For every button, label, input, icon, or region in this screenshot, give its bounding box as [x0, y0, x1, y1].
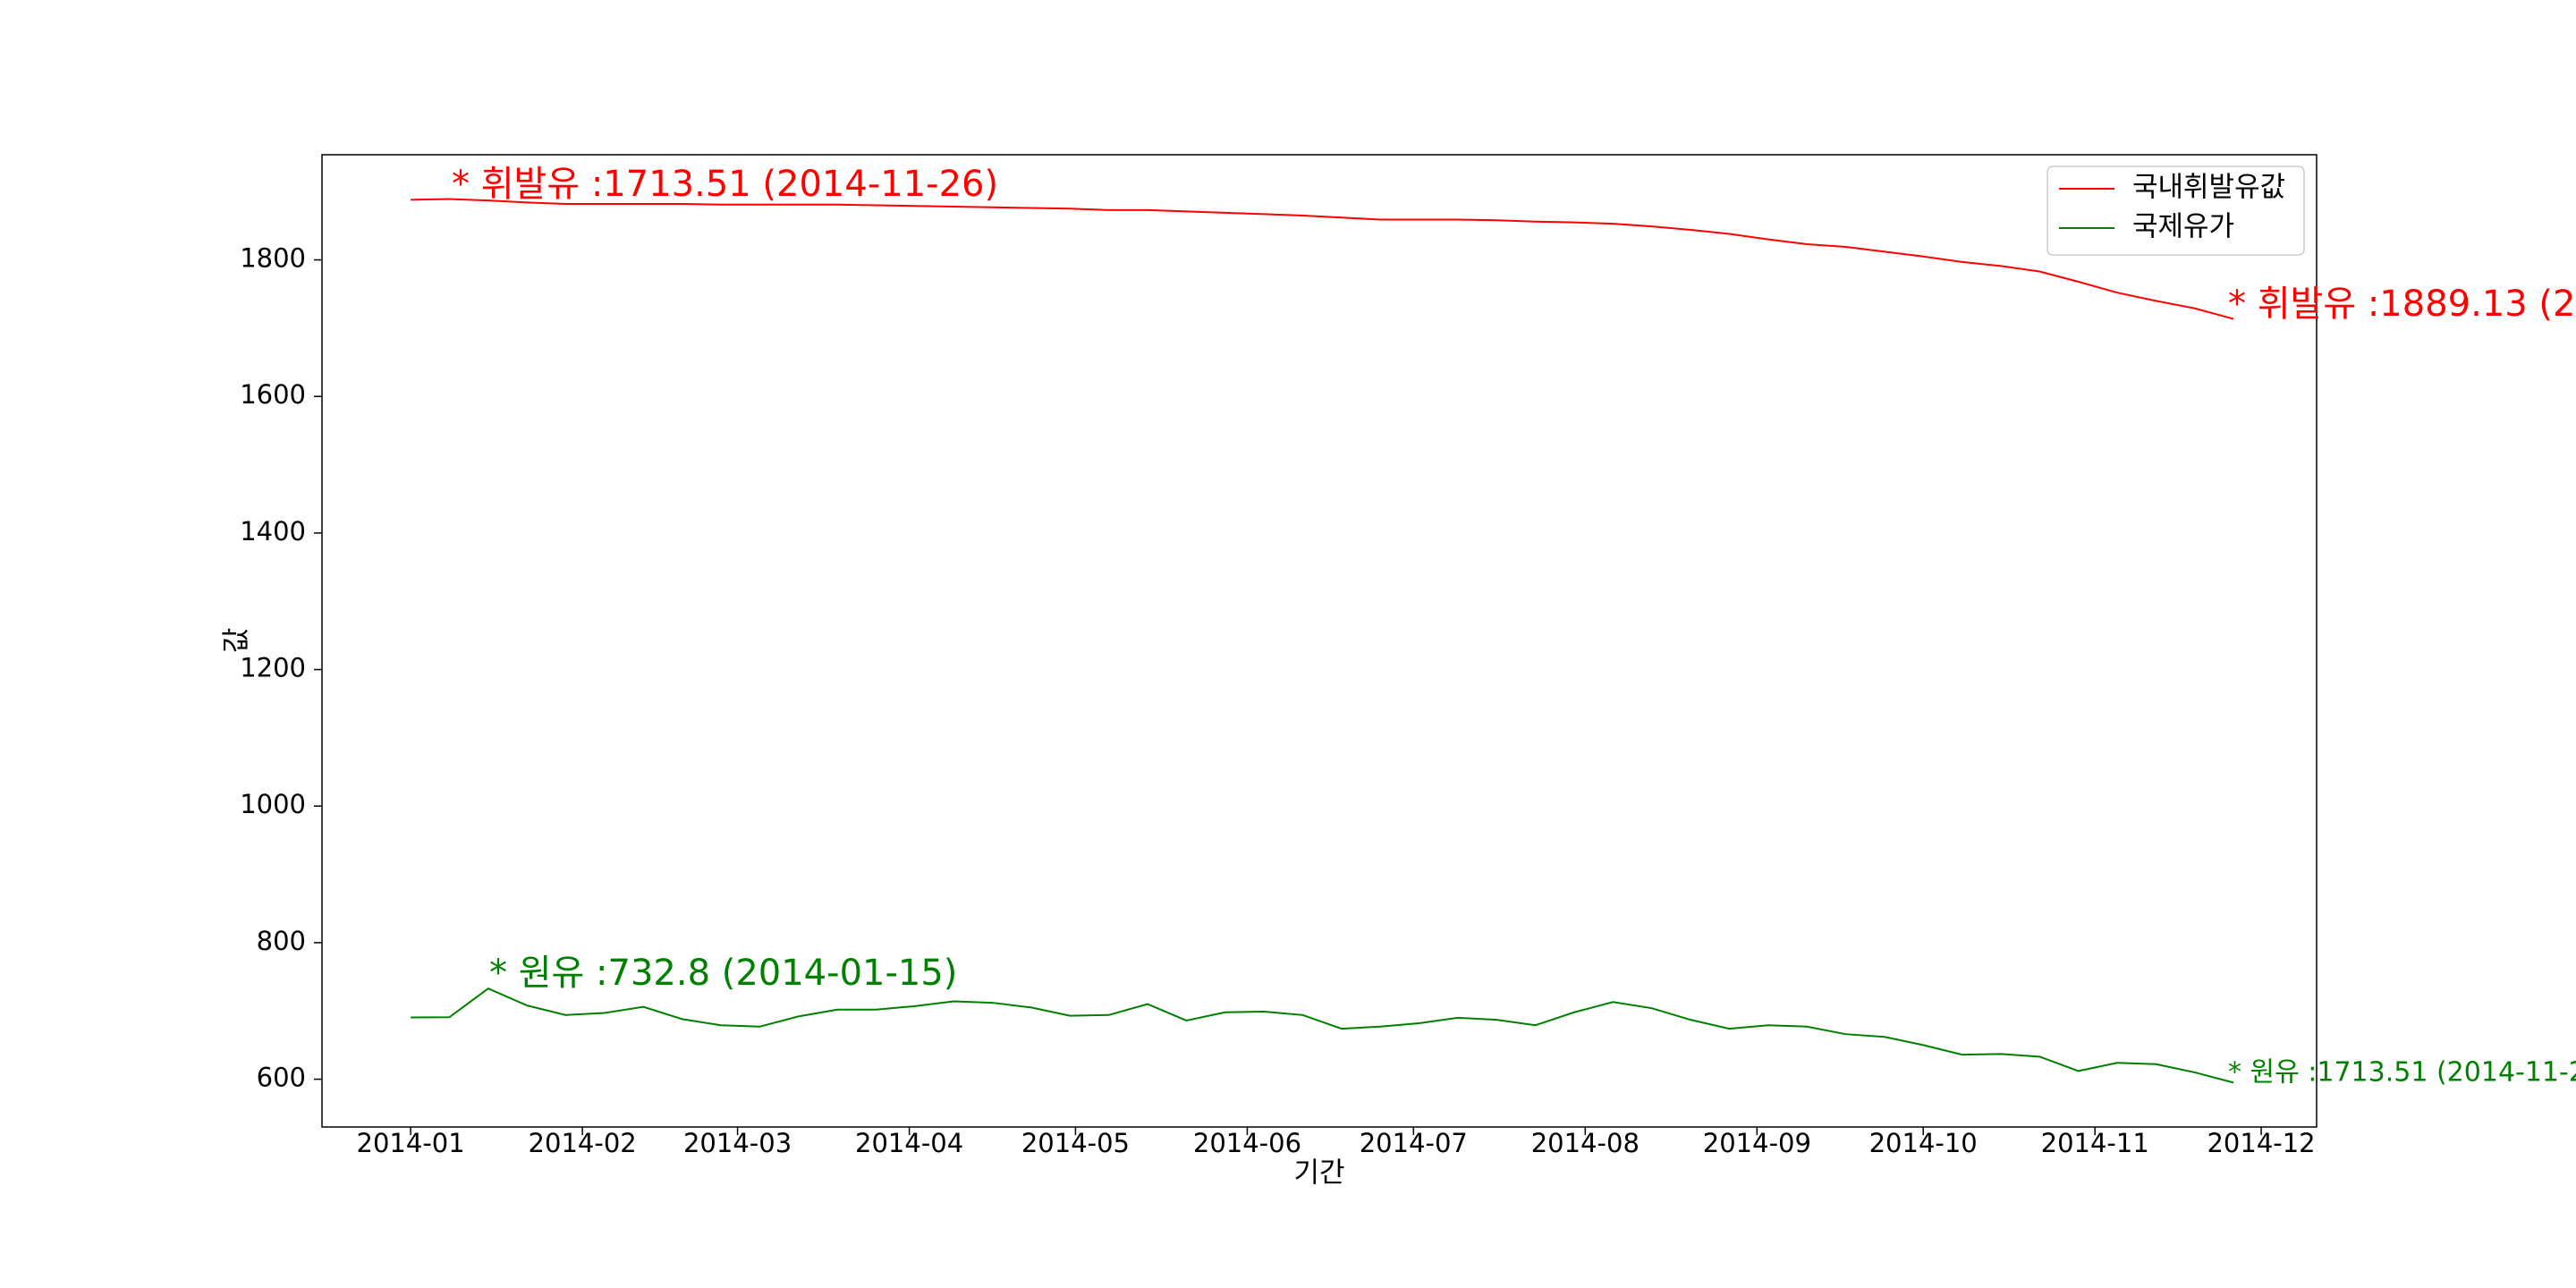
y-tick-label: 1400	[240, 516, 306, 547]
plot-frame	[321, 154, 2318, 1128]
x-tick-label: 2014-03	[683, 1128, 792, 1158]
y-tick-label: 1600	[240, 379, 306, 410]
legend-label: 국내휘발유값	[2132, 172, 2285, 204]
x-tick-label: 2014-08	[1531, 1128, 1640, 1158]
y-tick-label: 800	[257, 926, 306, 956]
y-tick-label: 1200	[240, 653, 306, 683]
y-tick-label: 1800	[240, 243, 306, 274]
annotation: * 원유 :1713.51 (2014-11-26)	[2228, 1057, 2576, 1089]
legend-label: 국제유가	[2132, 211, 2234, 243]
series-line	[411, 198, 2234, 320]
x-tick-label: 2014-01	[357, 1128, 465, 1158]
y-tick-label: 600	[257, 1063, 306, 1093]
x-tick-label: 2014-07	[1360, 1128, 1468, 1158]
x-tick-label: 2014-06	[1193, 1128, 1301, 1158]
x-tick-label: 2014-09	[1703, 1128, 1811, 1158]
series-line	[411, 987, 2234, 1084]
x-tick-label: 2014-02	[529, 1128, 637, 1158]
x-tick-label: 2014-12	[2207, 1128, 2315, 1158]
x-tick-label: 2014-05	[1021, 1128, 1130, 1158]
x-axis-title: 기간	[1293, 1157, 1344, 1190]
annotation: * 휘발유 :1889.13 (20	[2228, 284, 2576, 325]
annotation: * 휘발유 :1713.51 (2014-11-26)	[452, 164, 998, 205]
y-axis-title: 값	[221, 628, 253, 654]
x-tick-label: 2014-04	[855, 1128, 963, 1158]
y-tick-label: 1000	[240, 789, 306, 819]
x-tick-label: 2014-11	[2041, 1128, 2149, 1158]
annotation: * 원유 :732.8 (2014-01-15)	[489, 953, 957, 994]
x-tick-label: 2014-10	[1869, 1128, 1978, 1158]
